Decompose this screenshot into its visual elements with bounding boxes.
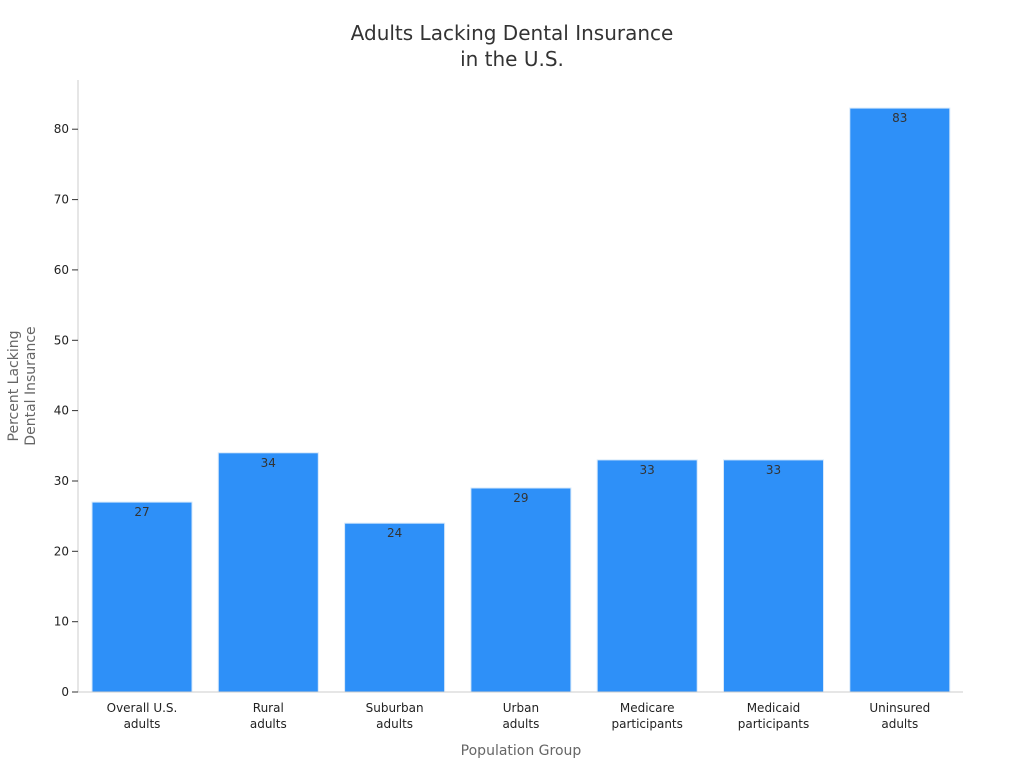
- bar: [723, 459, 824, 693]
- y-tick-label: 10: [54, 615, 69, 629]
- bar: [596, 459, 698, 693]
- y-axis-label-group: Percent Lacking Dental Insurance: [6, 326, 39, 445]
- y-axis-label-line-1: Percent Lacking: [6, 331, 22, 442]
- x-ticks-layer: Overall U.S. adults Rural adults Suburban adu…: [107, 701, 931, 731]
- bar-value-label: 27: [134, 505, 149, 519]
- y-tick-label: 80: [54, 122, 69, 136]
- y-tick-label: 70: [54, 193, 69, 207]
- x-tick-label: Urban: [503, 701, 539, 715]
- x-tick-label: adults: [124, 717, 161, 731]
- x-tick-label: participants: [611, 717, 682, 731]
- x-tick-label: adults: [250, 717, 287, 731]
- bars-layer: [91, 107, 951, 693]
- x-tick-label: Uninsured: [869, 701, 930, 715]
- x-axis-label: Population Group: [461, 743, 582, 759]
- bar: [344, 522, 446, 693]
- x-tick-label: adults: [881, 717, 918, 731]
- y-ticks-layer: 0 10 20 30 40 50 60 70 80: [54, 122, 78, 699]
- y-tick-label: 30: [54, 474, 69, 488]
- y-tick-label: 0: [61, 685, 69, 699]
- x-tick-label: Suburban: [366, 701, 424, 715]
- data-labels-layer: 27 34 24 29 33 33 83: [134, 111, 907, 540]
- x-tick-label: Medicare: [620, 701, 675, 715]
- x-tick-label: Medicaid: [747, 701, 801, 715]
- y-axis-label-line-2: Dental Insurance: [23, 326, 39, 445]
- bar-value-label: 33: [766, 463, 781, 477]
- bar: [91, 501, 193, 693]
- bar: [217, 452, 319, 693]
- x-tick-label: Rural: [253, 701, 284, 715]
- y-tick-label: 20: [54, 544, 69, 558]
- x-tick-label: adults: [502, 717, 539, 731]
- chart-title-line-1: Adults Lacking Dental Insurance: [351, 21, 674, 45]
- x-tick-label: participants: [738, 717, 809, 731]
- bar-value-label: 24: [387, 526, 402, 540]
- bar: [849, 107, 951, 693]
- bar-value-label: 83: [892, 111, 907, 125]
- x-tick-label: adults: [376, 717, 413, 731]
- y-tick-label: 50: [54, 333, 69, 347]
- y-tick-label: 40: [54, 404, 69, 418]
- y-tick-label: 60: [54, 263, 69, 277]
- x-tick-label: Overall U.S.: [107, 701, 178, 715]
- bar-value-label: 29: [513, 491, 528, 505]
- bar-value-label: 34: [261, 456, 276, 470]
- bar: [470, 487, 572, 693]
- chart-title-line-2: in the U.S.: [460, 47, 564, 71]
- bar-value-label: 33: [640, 463, 655, 477]
